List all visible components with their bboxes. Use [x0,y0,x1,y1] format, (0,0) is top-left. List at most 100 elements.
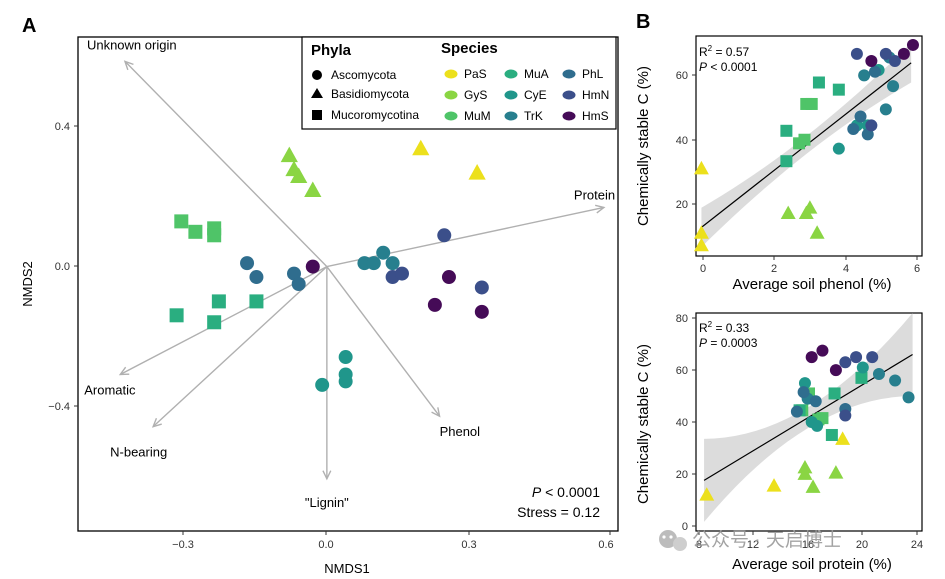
data-point [474,304,489,319]
data-point [780,205,796,220]
legend-species-swatch [504,90,518,100]
a-xtick-label: 0.0 [318,539,333,551]
legend-species-swatch [444,90,458,100]
legend-phyla-label: Ascomycota [331,68,397,82]
legend-species-label: MuM [464,109,491,123]
a-ytick-label: 0.0 [55,261,70,273]
watermark: 公众号 · 天启博士 [659,529,842,551]
vector-label: Unknown origin [87,37,177,52]
data-point [805,351,818,364]
bt-ytick-label: 60 [676,70,688,82]
vector-arrowhead [123,60,134,71]
data-point [855,371,868,384]
data-point [240,256,255,271]
data-point [839,409,852,422]
data-point [868,65,881,78]
a-xtick-label: 0.6 [598,539,613,551]
legend-species-swatch [562,69,576,79]
data-point [805,97,818,110]
data-point [412,139,430,156]
data-point [291,277,306,291]
data-point [780,155,793,168]
panel-b-top-x-label: Average soil phenol (%) [733,276,892,293]
data-point [304,181,322,197]
panel-b-top-y-label: Chemically stable C (%) [635,66,652,226]
legend-species-swatch [562,111,576,121]
data-point [338,374,353,389]
data-point [856,361,869,374]
data-point [809,395,822,408]
legend-species: PaS GyS MuM MuA CyE TrK PhL HmN HmS [444,67,609,123]
bb-ytick-label: 0 [682,521,688,533]
bt-xtick-label: 0 [700,263,706,275]
bb-ytick-label: 40 [676,417,688,429]
data-point [850,47,863,60]
data-point [287,266,301,281]
panel-a-points [169,139,489,392]
panel-b-bottom-x-label: Average soil protein (%) [732,556,892,573]
data-point [902,391,915,404]
legend-species-label: GyS [464,88,487,102]
data-point [812,76,825,89]
legend-species-label: HmN [582,88,609,102]
a-xtick-label: −0.3 [172,539,194,551]
vector-label: Protein [574,187,615,202]
panel-b-top-x-ticks: 0 2 4 6 [700,256,920,275]
bb-xtick-label: 16 [802,539,814,551]
data-point [188,224,203,239]
data-point [427,297,442,312]
data-point [847,123,860,136]
data-point [802,200,818,214]
bb-ytick-label: 20 [676,469,688,481]
panel-a-p-value: P < 0.0001 [532,484,600,500]
legend-species-swatch [504,69,518,79]
data-point [211,294,226,309]
panel-b-bottom-r2: R2 = 0.33 [699,320,749,335]
data-point [889,374,902,387]
data-point [832,83,845,96]
data-point [207,315,222,330]
data-point [879,103,892,116]
panel-b-bottom-y-label: Chemically stable C (%) [635,344,652,504]
data-point [290,167,308,184]
data-point [854,110,867,123]
data-point [798,133,811,146]
data-point [338,350,353,365]
data-point [766,478,782,492]
data-point [906,38,919,51]
data-point [169,308,184,323]
data-point [829,364,842,377]
legend-circle-shape [312,70,322,80]
vector-arrowhead [118,366,130,376]
legend-species-swatch [444,69,458,79]
panel-a-label: A [22,15,36,37]
data-point [872,367,885,380]
data-point [280,146,298,163]
a-xtick-label: 0.3 [461,539,476,551]
bb-ytick-label: 60 [676,365,688,377]
data-point [174,214,189,229]
data-point [693,225,709,239]
data-point [790,405,803,418]
data-point [468,164,486,180]
panel-b-bottom-y-ticks: 80 60 40 20 0 [676,313,696,533]
data-point [858,69,871,82]
data-point [897,47,910,60]
watermark-text: 公众号 · 天启博士 [692,529,842,551]
data-point [850,351,863,364]
panel-b-bottom-x-ticks: 8 12 16 20 24 [696,531,923,551]
data-point [816,344,829,357]
data-point [798,377,811,390]
vector-arrowhead [151,418,162,428]
data-point [366,256,381,271]
data-point [437,228,452,243]
vector-arrowhead [595,204,606,214]
data-point [305,259,320,274]
bt-ytick-label: 40 [676,135,688,147]
data-point [879,47,892,60]
bt-xtick-label: 4 [843,263,849,275]
data-point [828,387,841,400]
data-point [315,377,330,392]
legend-species-label: PhL [582,67,604,81]
